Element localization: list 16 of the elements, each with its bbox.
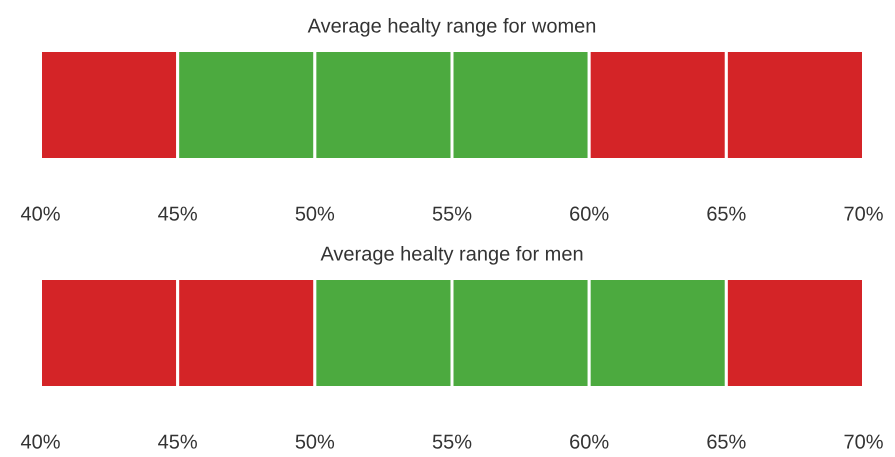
x-tick-label: 45% — [158, 204, 198, 226]
x-tick-label: 65% — [706, 432, 747, 454]
x-tick-label: 55% — [432, 204, 472, 226]
x-tick-label: 60% — [569, 204, 610, 226]
x-tick-label: 65% — [706, 204, 747, 226]
x-tick-label: 70% — [843, 432, 884, 454]
text: Average healty range for women — [308, 16, 596, 38]
x-tick-label: 45% — [158, 432, 198, 454]
x-tick-label: 50% — [294, 432, 336, 454]
x-tick-label: 40% — [20, 204, 61, 226]
text: Average healty range for men — [320, 244, 584, 266]
x-tick-label: 55% — [432, 432, 472, 454]
x-tick-label: 40% — [20, 432, 61, 454]
x-tick-label: 70% — [843, 204, 884, 226]
x-tick-label: 60% — [569, 432, 610, 454]
x-tick-label: 50% — [294, 204, 336, 226]
